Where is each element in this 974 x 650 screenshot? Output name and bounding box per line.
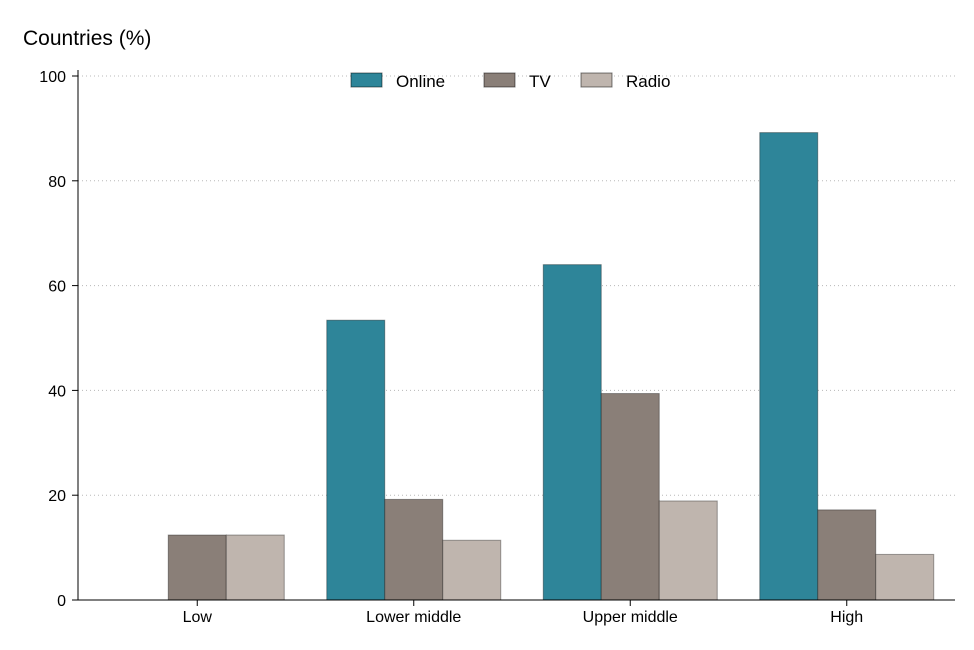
bar-online-high [759,132,819,601]
bar-radio-high [875,553,935,601]
legend-swatch-online [350,72,383,88]
bar-tv-lower-middle [384,498,444,601]
bar-tv-upper-middle [600,393,660,601]
bar-tv-low [167,534,227,601]
bar-radio-upper-middle [658,500,718,601]
bar-online-lower-middle [326,319,386,601]
bars [167,132,935,601]
y-tick-label-100: 100 [39,69,66,86]
legend: Online TV Radio [350,72,670,91]
legend-label-radio: Radio [626,72,670,91]
x-tick-label-lower-middle: Lower middle [366,609,461,626]
x-tick-label-upper-middle: Upper middle [583,609,678,626]
y-axis-ticks: 0 20 40 60 80 100 [39,69,78,610]
y-tick-label-60: 60 [48,279,66,296]
legend-swatch-tv [483,72,516,88]
bar-radio-low [225,534,285,601]
x-tick-label-low: Low [183,609,213,626]
y-tick-label-0: 0 [57,593,66,610]
bar-online-upper-middle [542,264,602,601]
bar-radio-lower-middle [442,539,502,601]
y-axis-title: Countries (%) [23,27,151,50]
legend-swatch-radio [580,72,613,88]
y-tick-label-20: 20 [48,488,66,505]
x-tick-label-high: High [830,609,863,626]
y-tick-label-40: 40 [48,383,66,400]
legend-label-online: Online [396,72,445,91]
bar-tv-high [817,509,877,601]
x-axis-ticks: Low Lower middle Upper middle High [183,600,863,626]
legend-label-tv: TV [529,72,551,91]
gridlines [78,75,955,496]
y-tick-label-80: 80 [48,174,66,191]
